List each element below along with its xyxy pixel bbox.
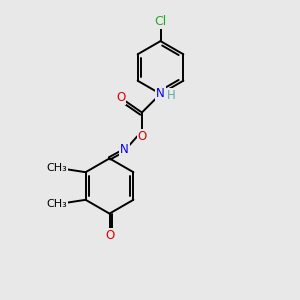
Text: CH₃: CH₃ [46, 163, 67, 173]
Text: N: N [120, 143, 129, 156]
Text: Cl: Cl [154, 15, 166, 28]
Text: O: O [105, 229, 114, 242]
Text: CH₃: CH₃ [46, 199, 67, 209]
Text: H: H [167, 88, 176, 102]
Text: O: O [138, 130, 147, 143]
Text: O: O [116, 91, 125, 104]
Text: N: N [156, 87, 165, 101]
